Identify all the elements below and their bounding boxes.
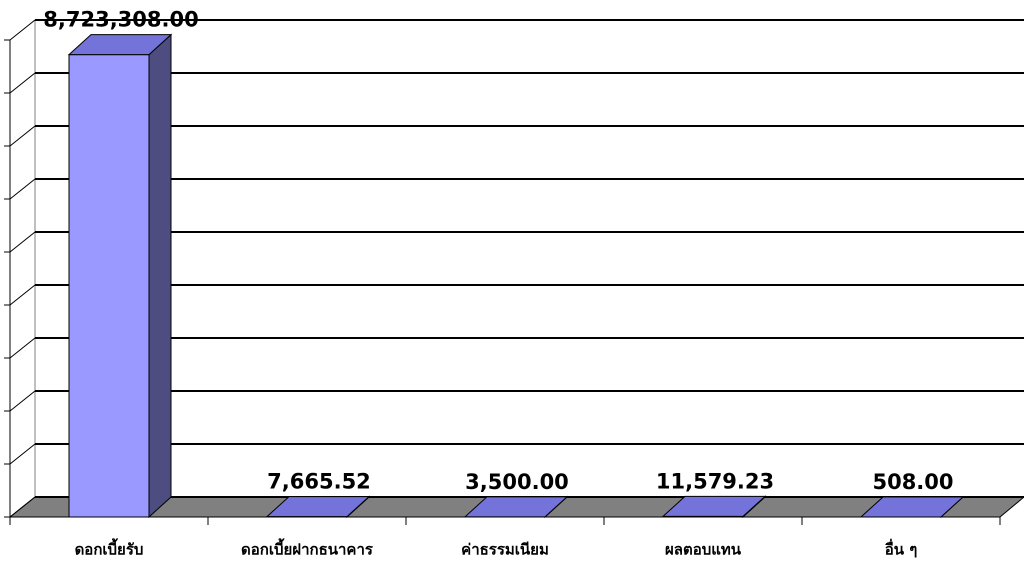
value-label: 8,723,308.00 (43, 8, 198, 32)
bar-top (67, 34, 173, 56)
value-label: 11,579.23 (656, 469, 774, 493)
side-grid-line (9, 231, 36, 253)
value-label: 508.00 (872, 470, 953, 494)
x-tick-label: ดอกเบี้ยรับ (75, 538, 144, 559)
bar-top (859, 496, 965, 518)
x-tick-label: ค่าธรรมเนียม (461, 541, 549, 559)
side-grid-line (9, 19, 36, 41)
side-grid-line (9, 125, 36, 147)
value-label: 7,665.52 (267, 470, 371, 494)
side-grid-line (9, 284, 36, 306)
x-tick-label: อื่น ๆ (885, 539, 918, 559)
bar-top (265, 496, 371, 518)
x-tick-label: ผลตอบแทน (665, 541, 742, 559)
side-grid-line (9, 496, 36, 518)
bar-top (661, 495, 767, 517)
side-grid-line (9, 443, 36, 465)
side-grid-line (9, 178, 36, 200)
x-tick-label: ดอกเบี้ยฝากธนาคาร (241, 538, 374, 559)
value-label: 3,500.00 (465, 470, 569, 494)
side-grid-line (9, 390, 36, 412)
side-grid-line (9, 337, 36, 359)
bar-side (148, 33, 172, 519)
side-grid-line (9, 72, 36, 94)
bar (68, 54, 150, 518)
bar-top (463, 496, 569, 518)
